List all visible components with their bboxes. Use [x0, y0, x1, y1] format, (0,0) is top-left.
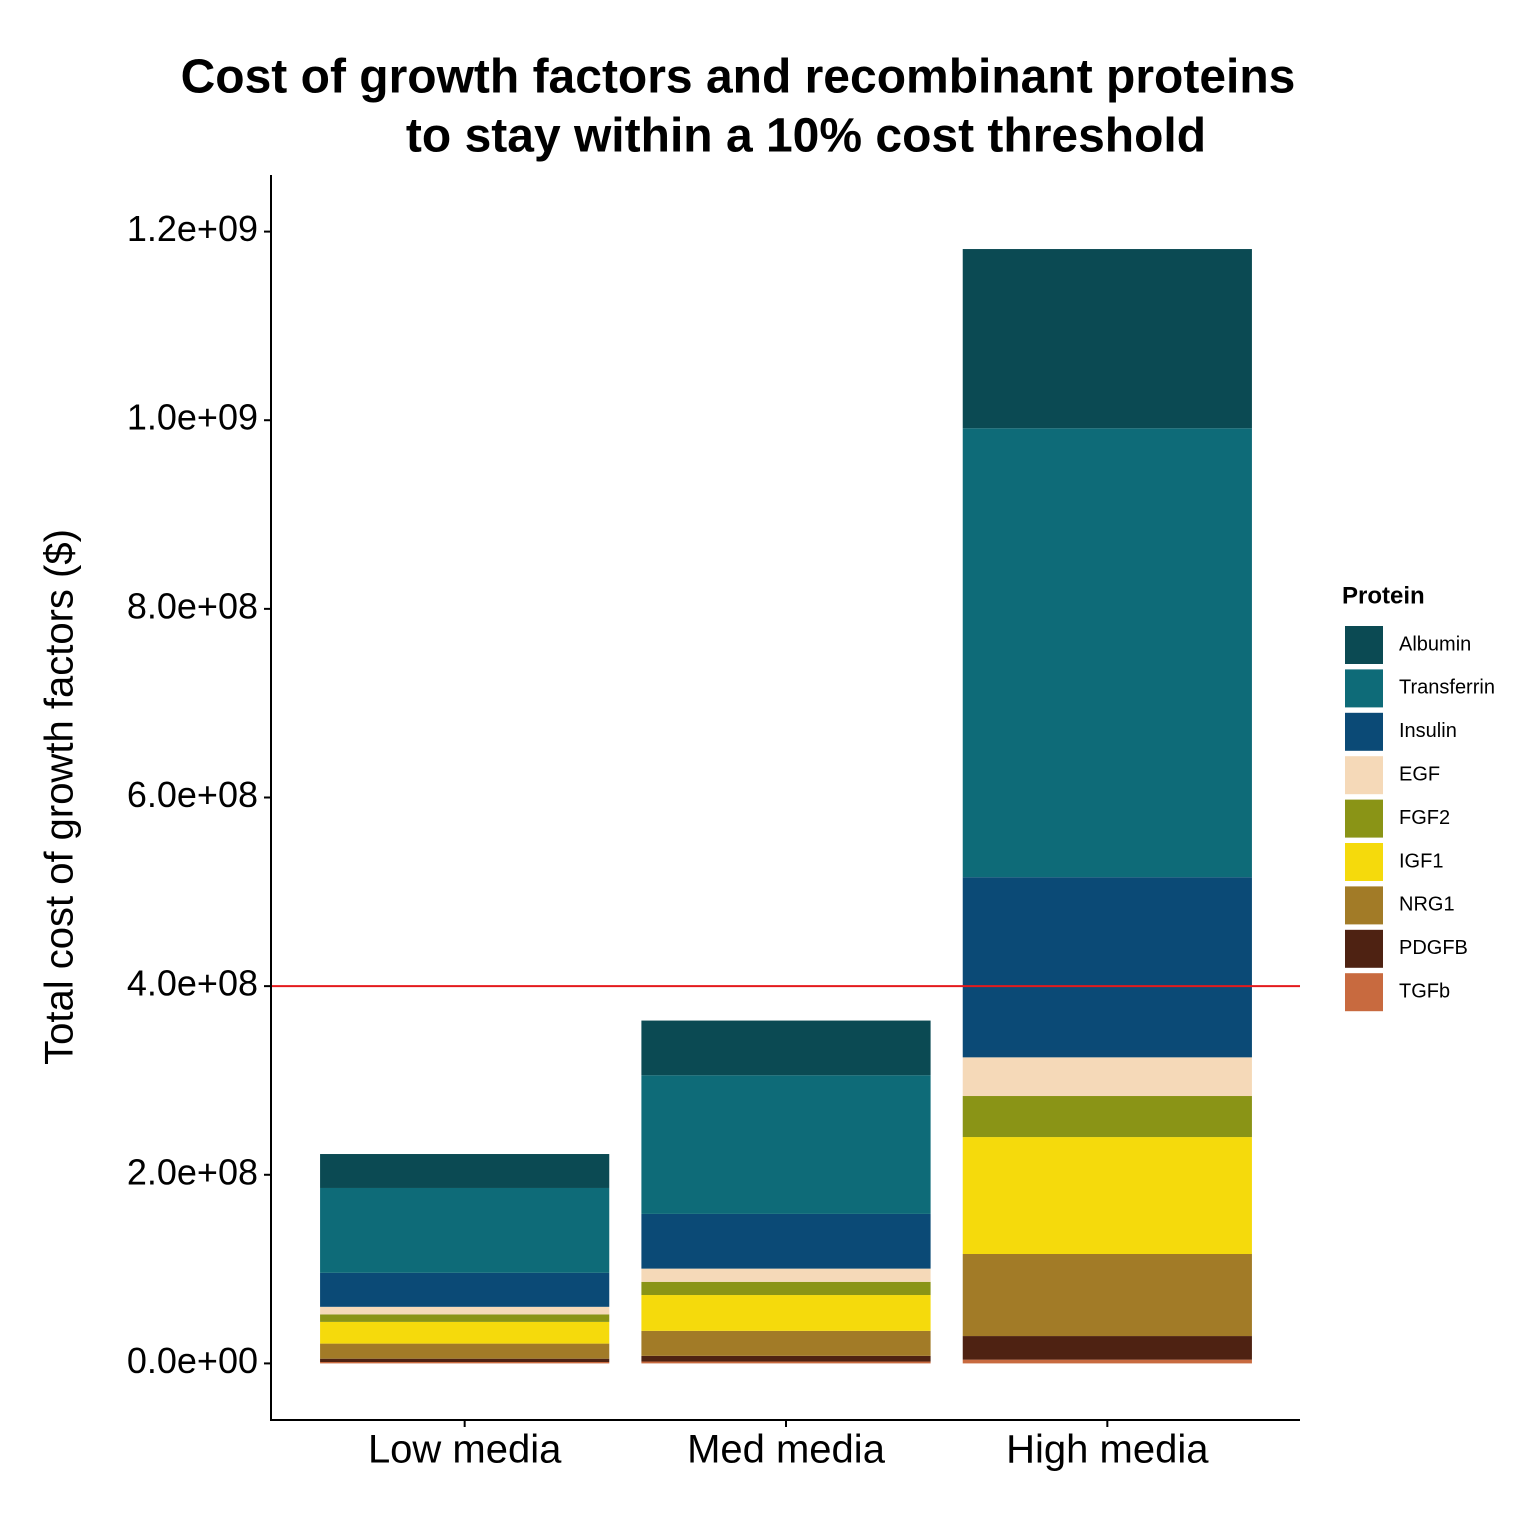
legend-key [1343, 624, 1385, 666]
bar-segment [320, 1343, 610, 1359]
bar-segment [962, 1336, 1252, 1360]
x-tick-label: Low media [368, 1428, 562, 1472]
chart-title: to stay within a 10% cost threshold [406, 110, 1206, 163]
legend-label: Albumin [1399, 633, 1471, 655]
bar-segment [962, 1137, 1252, 1254]
legend-label: IGF1 [1399, 850, 1443, 872]
bar-segment [962, 1359, 1252, 1364]
y-tick-label: 4.0e+08 [127, 963, 258, 1004]
legend-key [1343, 884, 1385, 927]
legend-key [1343, 927, 1385, 970]
legend-label: EGF [1399, 763, 1440, 785]
y-tick-label: 1.0e+09 [127, 397, 258, 438]
legend-key [1343, 710, 1385, 753]
y-tick-label: 6.0e+08 [127, 774, 258, 815]
bar-segment [962, 877, 1252, 1058]
bar-segment [962, 1254, 1252, 1337]
x-tick-label: High media [1006, 1428, 1209, 1472]
bar-segment [641, 1355, 931, 1362]
bar-segment [641, 1361, 931, 1364]
bar-segment [962, 1096, 1252, 1138]
legend-label: Insulin [1399, 720, 1457, 742]
y-tick-label: 0.0e+00 [127, 1340, 258, 1381]
x-tick-label: Med media [687, 1428, 886, 1472]
legend-label: TGFb [1399, 980, 1450, 1002]
legend-label: Transferrin [1399, 677, 1495, 699]
y-tick-label: 8.0e+08 [127, 585, 258, 626]
bar-segment [320, 1272, 610, 1307]
y-tick-label: 2.0e+08 [127, 1151, 258, 1192]
bar-segment [320, 1314, 610, 1322]
legend-key [1343, 667, 1385, 710]
bar-segment [320, 1361, 610, 1364]
bar-segment [320, 1321, 610, 1344]
legend-label: NRG1 [1399, 894, 1455, 916]
bar-segment [962, 249, 1252, 429]
chart-title: Cost of growth factors and recombinant p… [181, 51, 1296, 104]
bar-segment [320, 1154, 610, 1188]
bar-segment [641, 1020, 931, 1076]
bar-segment [641, 1295, 931, 1331]
y-tick-label: 1.2e+09 [127, 208, 258, 249]
bar-segment [320, 1187, 610, 1273]
bar-segment [641, 1281, 931, 1296]
bar-segment [962, 428, 1252, 878]
y-axis-title: Total cost of growth factors ($) [38, 529, 82, 1065]
bar-segment [320, 1358, 610, 1362]
bar-segment [641, 1213, 931, 1269]
legend-key [1343, 797, 1385, 840]
legend-label: PDGFB [1399, 937, 1468, 959]
legend-label: FGF2 [1399, 807, 1450, 829]
bar-segment [641, 1268, 931, 1282]
bar-segment [320, 1306, 610, 1315]
legend-key [1343, 971, 1385, 1014]
legend-key [1343, 754, 1385, 797]
bar-segment [641, 1075, 931, 1214]
legend-title: Protein [1342, 582, 1425, 609]
legend-key [1343, 841, 1385, 883]
bar-segment [641, 1330, 931, 1356]
bar-segment [962, 1057, 1252, 1097]
